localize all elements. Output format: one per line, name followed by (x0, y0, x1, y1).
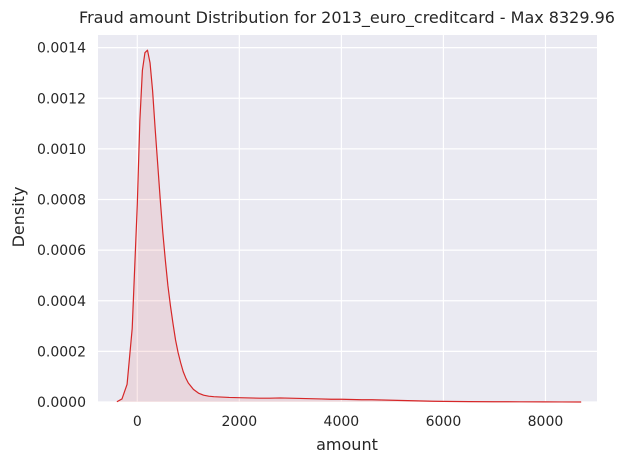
y-tick-labels: 0.0000 0.0002 0.0004 0.0006 0.0008 0.0010 0.00… (37, 41, 86, 411)
x-tick-label: 0 (133, 414, 142, 430)
y-gridlines (98, 47, 597, 403)
x-tick-label: 8000 (528, 414, 564, 430)
x-axis-label: amount (316, 435, 378, 454)
density-line (116, 49, 582, 403)
y-tick-label: 0.0004 (37, 294, 86, 310)
x-tick-label: 4000 (324, 414, 360, 430)
plot-background (98, 35, 597, 402)
y-tick-label: 0.0010 (37, 142, 86, 158)
y-tick-label: 0.0014 (37, 41, 86, 57)
x-tick-label: 2000 (222, 414, 258, 430)
y-tick-label: 0.0008 (37, 193, 86, 209)
x-tick-label: 6000 (426, 414, 462, 430)
y-tick-label: 0.0002 (37, 344, 86, 360)
y-tick-label: 0.0012 (37, 91, 86, 107)
y-tick-label: 0.0006 (37, 243, 86, 259)
y-axis-label: Density (9, 187, 28, 248)
x-gridlines (136, 35, 547, 402)
density-area-fill (116, 50, 582, 402)
chart-title: Fraud amount Distribution for 2013_euro_… (79, 8, 615, 28)
y-tick-label: 0.0000 (37, 395, 86, 411)
x-tick-labels: 0 2000 4000 6000 8000 (133, 414, 563, 430)
